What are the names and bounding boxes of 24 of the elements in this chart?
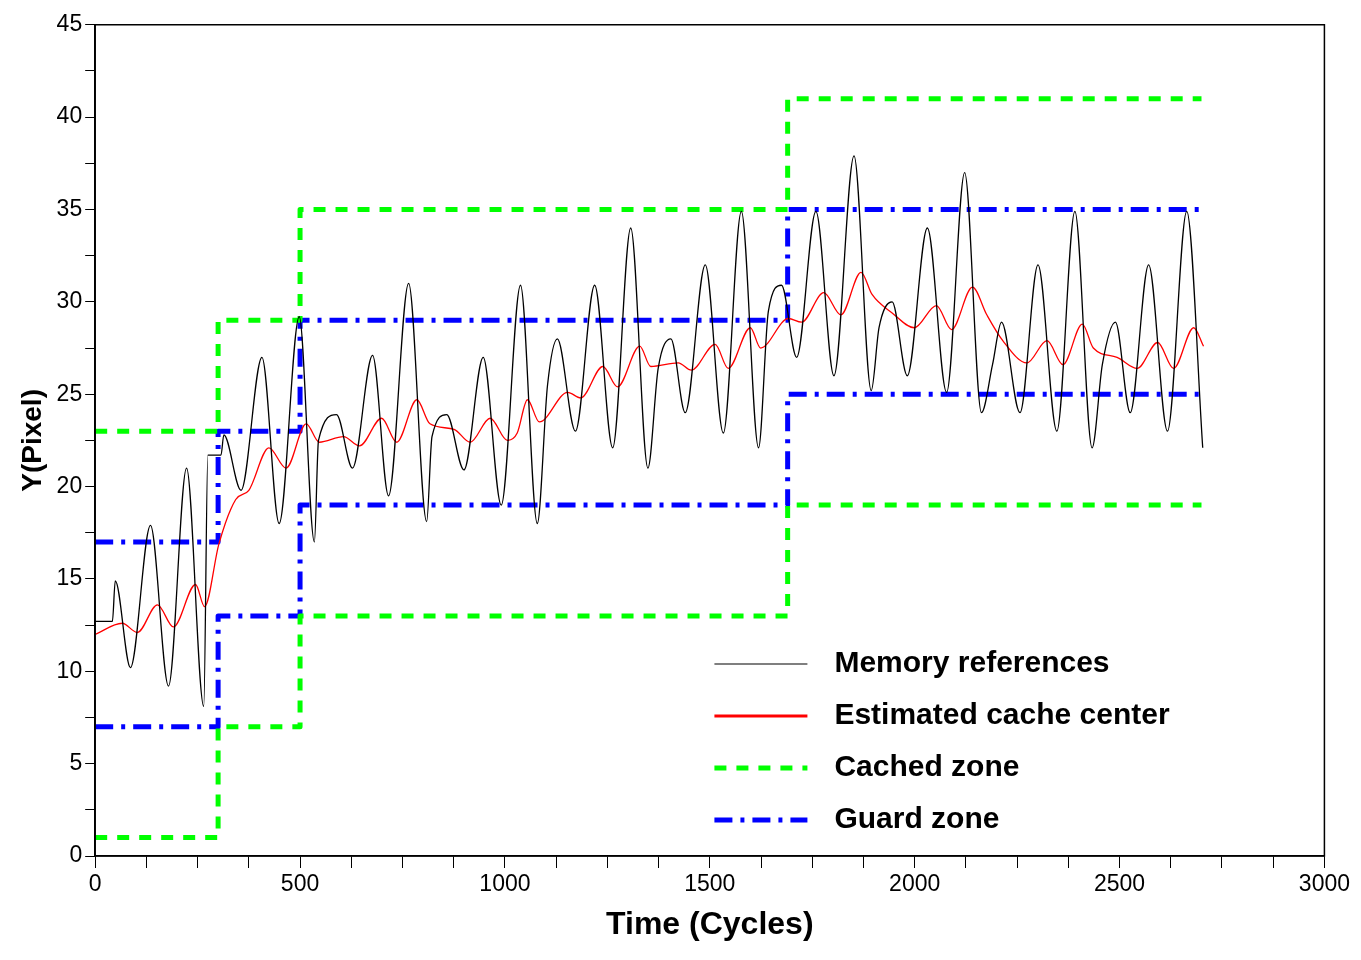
y-tick-label: 40 [56, 102, 83, 129]
x-tick-label: 3000 [1298, 870, 1350, 897]
x-tick-label: 500 [280, 870, 320, 897]
y-tick-label: 10 [56, 656, 83, 683]
x-axis-title: Time (Cycles) [606, 904, 814, 941]
x-tick-label: 2500 [1093, 870, 1146, 897]
y-tick-label: 45 [56, 10, 83, 37]
x-tick-label: 1500 [684, 870, 736, 897]
legend-label: Estimated cache center [834, 697, 1170, 731]
line-series [95, 271, 1205, 635]
y-tick-label: 20 [56, 471, 83, 498]
y-tick-label: 15 [56, 564, 83, 591]
x-tick-label: 1000 [479, 870, 531, 897]
y-tick-label: 35 [56, 194, 83, 221]
y-tick-label: 25 [56, 379, 83, 406]
legend-label: Guard zone [834, 801, 1000, 835]
legend-label: Memory references [834, 645, 1110, 679]
x-tick-label: 2000 [889, 870, 941, 897]
x-tick-label: 0 [88, 870, 102, 897]
legend-label: Cached zone [834, 749, 1020, 783]
y-tick-label: 0 [69, 841, 83, 868]
y-tick-label: 5 [69, 748, 83, 775]
y-tick-label: 30 [56, 287, 83, 314]
y-axis-title: Y(Pixel) [15, 389, 47, 492]
